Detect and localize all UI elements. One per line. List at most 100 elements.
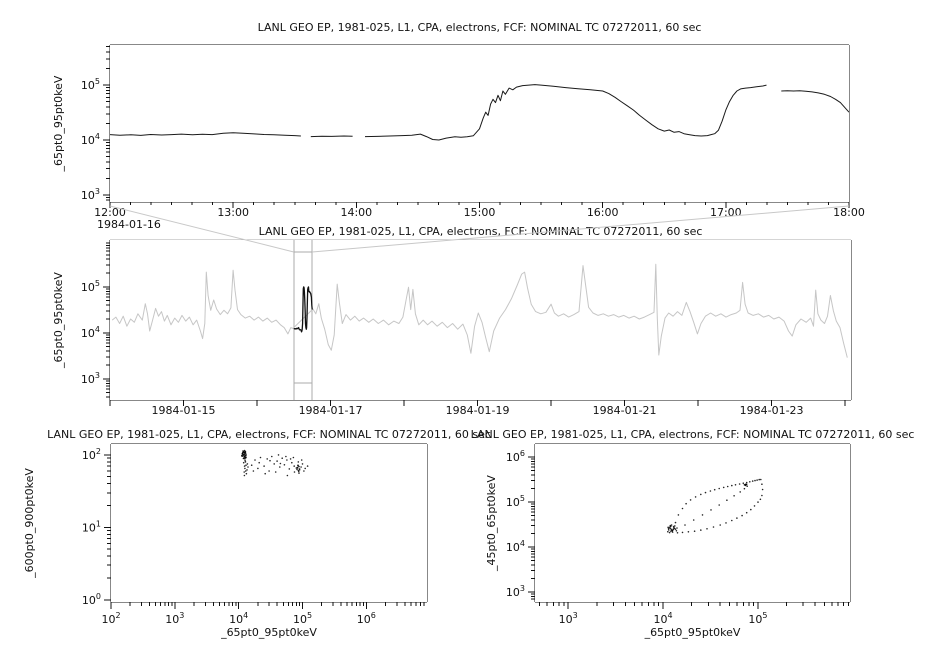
plot-area-zoom[interactable] (110, 45, 849, 202)
scatter-point (758, 478, 760, 481)
scatter-point (277, 454, 280, 456)
scatter-point (293, 465, 296, 467)
scatter-point (671, 531, 674, 533)
scatter-point (241, 452, 244, 454)
scatter-point (243, 449, 246, 452)
scatter-point (701, 514, 704, 516)
scatter-point (753, 505, 756, 507)
y-tick-label: 102 (82, 447, 101, 462)
scatter-point (694, 496, 697, 498)
scatter-point (710, 509, 712, 511)
scatter-point (761, 488, 764, 491)
scatter-point (303, 470, 305, 472)
scatter-point (670, 530, 672, 532)
scatter-point (243, 465, 246, 467)
scatter-point (297, 461, 300, 463)
scatter-point (252, 470, 255, 472)
scatter-point (684, 524, 686, 526)
zoom-selection-box[interactable] (293, 240, 313, 400)
scatter-point (677, 514, 680, 516)
x-tick-label: 103 (165, 611, 184, 626)
scatter-point (700, 493, 702, 496)
scatter-point (244, 451, 246, 454)
scatter-point (745, 481, 748, 484)
scatter-point (675, 530, 678, 532)
scatter-point (719, 524, 721, 526)
x-tick-label: 105 (748, 611, 767, 626)
plot-area-scatter_left[interactable] (111, 444, 427, 602)
scatter-point (757, 501, 759, 503)
scatter-point (731, 519, 733, 522)
scatter-point (743, 487, 746, 490)
scatter-point (244, 470, 247, 472)
scatter-point (286, 459, 288, 461)
y-tick-label: 104 (81, 132, 100, 147)
series-electron-flux-65-95keV-detail (109, 84, 850, 141)
scatter-point (692, 519, 695, 521)
x-tick-label: 1984-01-15 (152, 404, 216, 417)
scatter-point (704, 491, 707, 494)
plot-area-context[interactable] (110, 240, 851, 400)
scatter-point (754, 479, 756, 482)
scatter-point (269, 459, 271, 462)
y-tick-label: 101 (82, 519, 101, 534)
scatter-point (246, 469, 248, 471)
plot-area-scatter_right[interactable] (535, 444, 850, 602)
scatter-point (297, 464, 299, 467)
scatter-point (756, 479, 758, 481)
scatter-point (741, 514, 743, 517)
y-tick-label: 105 (81, 77, 100, 92)
scatter-point (706, 528, 708, 530)
scatter-point (263, 465, 265, 467)
scatter-point (713, 488, 716, 491)
scatter-point (244, 458, 246, 460)
x-tick-label: 18:00 (833, 206, 865, 219)
scatter-point (288, 468, 291, 470)
scatter-point (242, 461, 245, 464)
x-tick-label: 14:00 (340, 206, 372, 219)
scatter-point (672, 529, 674, 531)
scatter-point (298, 468, 301, 470)
y-tick-label: 103 (81, 187, 100, 202)
y-axis-label: _45pt0_65pt0keV (485, 475, 498, 572)
scatter-point (242, 450, 244, 452)
y-axis-label: _600pt0_900pt0keV (23, 468, 36, 579)
scatter-point (674, 525, 676, 527)
scatter-points-scatter_left (241, 449, 309, 477)
scatter-point (244, 459, 246, 462)
scatter-point (700, 529, 702, 531)
scatter-point (243, 471, 245, 473)
scatter-point (736, 517, 738, 519)
x-tick-label: 102 (101, 611, 120, 626)
plot-title: LANL GEO EP, 1981-025, L1, CPA, electron… (471, 428, 915, 441)
scatter-point (259, 456, 262, 459)
scatter-point (712, 526, 715, 528)
scatter-point (667, 530, 669, 533)
scatter-point (243, 453, 246, 455)
scatter-point (289, 458, 292, 460)
scatter-point (672, 525, 675, 528)
scatter-point (674, 528, 677, 530)
y-tick-label: 104 (506, 539, 525, 554)
scatter-point (279, 462, 282, 465)
scatter-point (750, 508, 752, 511)
x-tick-label: 104 (654, 611, 673, 626)
scatter-point (292, 456, 295, 459)
scatter-point (266, 458, 269, 460)
scatter-point (254, 459, 256, 461)
plot-context: LANL GEO EP, 1981-025, L1, CPA, electron… (52, 225, 852, 417)
scatter-point (668, 529, 670, 531)
scatter-point (668, 531, 671, 534)
plot-title: LANL GEO EP, 1981-025, L1, CPA, electron… (47, 428, 491, 441)
scatter-point (264, 472, 267, 475)
scatter-point (298, 472, 300, 474)
scatter-point (304, 467, 307, 470)
series-electron-flux-65-95keV-context (111, 263, 848, 358)
scatter-point (759, 498, 762, 501)
scatter-point (301, 463, 304, 465)
scatter-point (276, 460, 278, 462)
y-tick-label: 103 (81, 371, 100, 386)
scatter-point (306, 465, 309, 467)
